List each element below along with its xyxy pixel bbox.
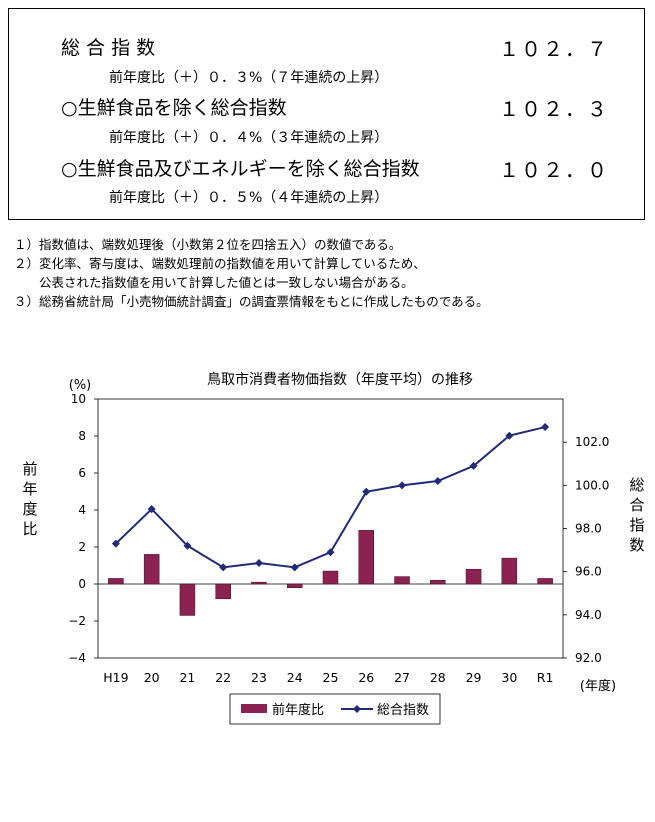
right-tick-label: 92.0 xyxy=(575,651,602,665)
x-tick-label: 24 xyxy=(287,670,303,685)
left-title-char: 年 xyxy=(22,480,37,498)
left-title-char: 度 xyxy=(22,500,37,518)
x-tick-label: 26 xyxy=(358,670,374,685)
bar-21 xyxy=(179,583,196,616)
right-tick-label: 96.0 xyxy=(575,565,602,579)
bar-R1 xyxy=(537,578,553,585)
legend-frame xyxy=(229,693,441,725)
bar-26 xyxy=(358,530,375,585)
point-20 xyxy=(147,505,156,514)
x-tick-label: 22 xyxy=(215,670,231,685)
summary-label-2: ○生鮮食品を除く総合指数 xyxy=(61,97,287,119)
point-22 xyxy=(219,563,228,572)
index-line xyxy=(115,426,546,569)
plot-frame xyxy=(97,398,564,659)
summary-value-2: １０２．３ xyxy=(499,97,609,121)
legend-line-marker xyxy=(353,705,361,713)
point-23 xyxy=(254,559,263,568)
bar-22 xyxy=(215,583,231,600)
right-title-char: 指 xyxy=(629,516,644,534)
point-28 xyxy=(433,477,442,486)
x-tick-label: R1 xyxy=(537,670,554,685)
bar-20 xyxy=(143,554,160,585)
summary-value-1: １０２．７ xyxy=(499,37,609,61)
left-tick-label: 0 xyxy=(78,577,86,591)
bar-28 xyxy=(430,580,446,585)
point-21 xyxy=(183,541,192,550)
summary-label-3: ○生鮮食品及びエネルギーを除く総合指数 xyxy=(61,158,420,180)
cpi-chart: 鳥取市消費者物価指数（年度平均）の推移 (%) (年度) 前年度比 総合指数 1… xyxy=(22,371,645,725)
left-tick-label: −4 xyxy=(68,651,86,665)
left-tick-label: 4 xyxy=(78,503,86,517)
right-tick-label: 102.0 xyxy=(575,435,609,449)
right-tick-label: 100.0 xyxy=(575,478,609,492)
left-axis-title: 前年度比 xyxy=(22,460,37,538)
point-30 xyxy=(505,431,514,440)
left-tick-label: 10 xyxy=(71,392,86,406)
x-tick-label: 29 xyxy=(466,670,482,685)
left-tick-label: −2 xyxy=(68,614,86,628)
x-tick-label: 23 xyxy=(251,670,267,685)
summary-change-2: 前年度比（＋）０．４%（３年連続の上昇） xyxy=(109,130,389,146)
legend-label-bar: 前年度比 xyxy=(272,702,324,718)
summary-box: 総 合 指 数 １０２．７ 前年度比（＋）０．３%（７年連続の上昇） ○生鮮食品… xyxy=(8,8,645,220)
legend-label-line: 総合指数 xyxy=(377,703,429,718)
point-26 xyxy=(362,487,371,496)
x-axis-unit: (年度) xyxy=(580,678,616,694)
footnote-1: １）指数値は、端数処理後（小数第２位を四捨五入）の数値である。 xyxy=(14,237,402,252)
footnote-4: ３）総務省統計局「小売物価統計調査」の調査票情報をもとに作成したものである。 xyxy=(14,294,489,309)
x-tick-label: 21 xyxy=(179,670,195,685)
chart-title: 鳥取市消費者物価指数（年度平均）の推移 xyxy=(207,371,473,388)
summary-change-3: 前年度比（＋）０．５%（４年連続の上昇） xyxy=(109,190,389,206)
summary-value-3: １０２．０ xyxy=(499,158,609,182)
summary-label-1: 総 合 指 数 xyxy=(61,37,156,59)
bar-H19 xyxy=(108,578,124,585)
left-title-char: 比 xyxy=(22,520,37,538)
plot-area: 1086420−2−4102.0100.098.096.094.092.0H19… xyxy=(68,392,609,685)
x-tick-label: 28 xyxy=(430,670,446,685)
point-H19 xyxy=(111,539,120,548)
bar-27 xyxy=(394,576,410,585)
point-R1 xyxy=(541,423,550,432)
right-title-char: 総 xyxy=(629,476,644,494)
legend-bar-swatch xyxy=(241,704,267,713)
left-tick-label: 8 xyxy=(78,429,86,443)
x-tick-label: 20 xyxy=(144,670,160,685)
point-29 xyxy=(469,461,478,470)
right-title-char: 合 xyxy=(629,496,644,514)
left-tick-label: 6 xyxy=(78,466,86,480)
x-tick-label: 27 xyxy=(394,670,410,685)
bar-30 xyxy=(501,557,518,585)
point-27 xyxy=(398,481,407,490)
right-title-char: 数 xyxy=(629,536,644,554)
legend: 前年度比 総合指数 xyxy=(229,693,441,725)
bar-23 xyxy=(251,581,267,585)
left-axis-unit: (%) xyxy=(69,378,92,393)
right-tick-label: 98.0 xyxy=(575,522,602,536)
bar-25 xyxy=(322,570,339,585)
x-tick-label: 30 xyxy=(501,670,517,685)
x-tick-label: H19 xyxy=(103,670,128,685)
left-tick-label: 2 xyxy=(78,540,86,554)
point-25 xyxy=(326,548,335,557)
footnotes: １）指数値は、端数処理後（小数第２位を四捨五入）の数値である。 ２）変化率、寄与… xyxy=(14,235,489,311)
footnote-2: ２）変化率、寄与度は、端数処理前の指数値を用いて計算しているため、 xyxy=(14,256,426,271)
right-tick-label: 94.0 xyxy=(575,608,602,622)
left-title-char: 前 xyxy=(22,460,37,478)
bar-24 xyxy=(286,583,303,588)
x-tick-label: 25 xyxy=(323,670,339,685)
point-24 xyxy=(290,563,299,572)
right-axis-title: 総合指数 xyxy=(629,476,644,554)
footnote-3: 公表された指数値を用いて計算した値とは一致しない場合がある。 xyxy=(14,275,414,290)
bar-29 xyxy=(465,568,482,585)
summary-change-1: 前年度比（＋）０．３%（７年連続の上昇） xyxy=(109,70,389,86)
